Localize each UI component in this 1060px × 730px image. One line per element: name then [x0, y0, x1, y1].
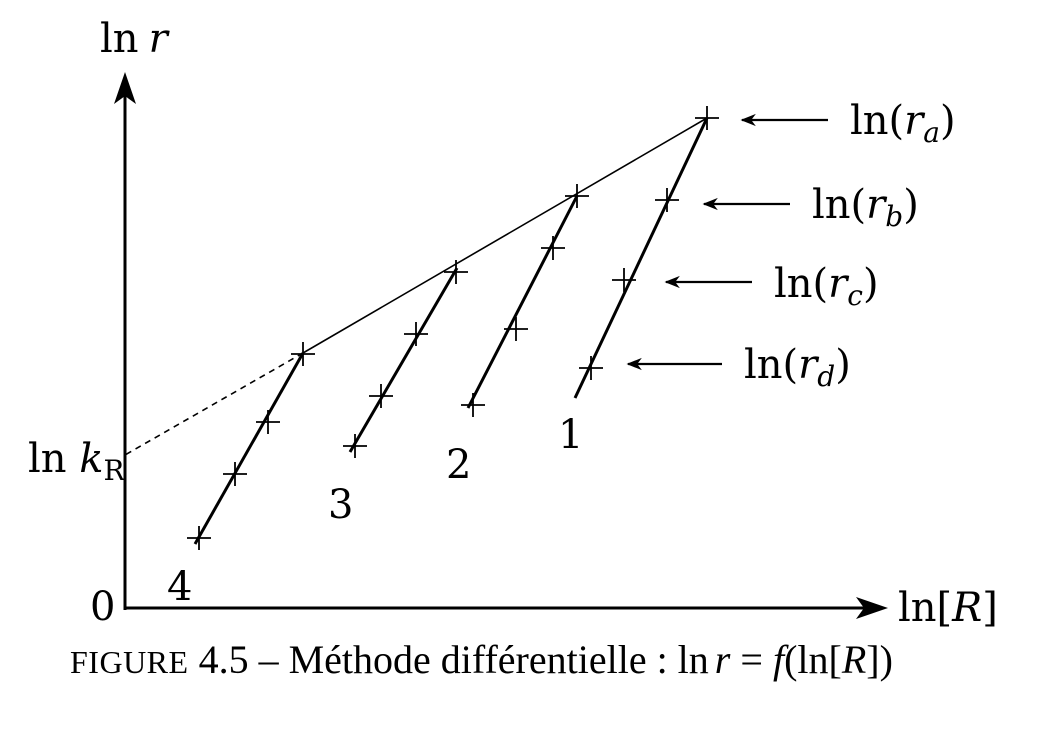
intercept-label: ln kR	[28, 436, 126, 487]
label-ln-rc: ln(rc)	[774, 261, 879, 312]
caption-R: R	[841, 637, 867, 682]
envelope-extrapolation-dashed	[124, 352, 304, 456]
x-axis-arrowhead	[856, 597, 888, 619]
curve-label-1: 1	[558, 412, 583, 458]
marker-curve3-a	[444, 260, 468, 284]
marker-curve1-a	[695, 106, 719, 130]
marker-curve1-d	[579, 356, 603, 380]
label-ln-rd: ln(rd)	[744, 342, 851, 393]
y-axis-label: ln r	[100, 16, 171, 62]
curve-1-line	[573, 117, 709, 399]
caption-arg: (ln[	[784, 637, 842, 682]
x-axis-label: ln[R]	[898, 585, 998, 631]
marker-curve2-c	[504, 317, 528, 341]
caption-close: ])	[866, 637, 893, 682]
marker-curve2-a	[565, 184, 589, 208]
marker-curve2-d	[461, 393, 485, 417]
figure-caption: Figure 4.5 – Méthode différentielle : ln…	[70, 636, 1000, 683]
marker-curve3-d	[343, 434, 367, 458]
label-ln-ra: ln(ra)	[850, 98, 956, 149]
marker-curve1-c	[612, 268, 636, 292]
caption-eq: =	[730, 637, 773, 682]
marker-curve1-b	[655, 188, 679, 212]
marker-curve4-a	[291, 342, 315, 366]
curve-label-3: 3	[328, 482, 353, 528]
origin-label: 0	[90, 584, 115, 630]
curve-label-2: 2	[446, 442, 471, 488]
measurement-markers	[187, 106, 719, 550]
marker-curve4-c	[223, 462, 247, 486]
marker-curve4-b	[256, 410, 280, 434]
marker-curve4-d	[187, 526, 211, 550]
curve-2-line	[466, 195, 579, 409]
label-ln-rb: ln(rb)	[812, 182, 919, 233]
caption-text: 4.5 – Méthode différentielle : ln	[188, 637, 709, 682]
marker-curve3-b	[404, 322, 428, 346]
curve-3-line	[348, 267, 459, 453]
caption-f: f	[772, 637, 785, 682]
y-axis-arrowhead	[114, 72, 136, 104]
caption-r: r	[714, 637, 731, 682]
marker-curve2-b	[541, 236, 565, 260]
curve-4-line	[193, 352, 305, 545]
envelope-line	[302, 117, 708, 354]
curve-label-4: 4	[167, 564, 192, 610]
caption-figure-word: Figure	[70, 644, 189, 680]
marker-curve3-c	[369, 384, 393, 408]
